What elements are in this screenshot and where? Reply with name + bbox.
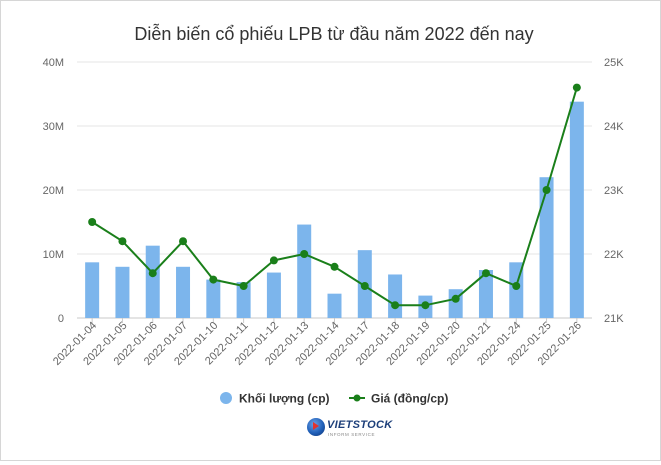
price-point [300, 250, 309, 258]
legend-volume-label: Khối lượng (cp) [239, 392, 330, 406]
volume-bar [206, 279, 221, 318]
price-point [209, 275, 218, 284]
gridlines [77, 61, 592, 319]
y-right-tick-label: 23K [604, 185, 624, 197]
price-point [451, 294, 460, 303]
price-point [542, 186, 551, 194]
price-point [391, 301, 400, 310]
price-point [572, 83, 581, 92]
vietstock-logo: VIETSTOCK INFORM SERVICE [307, 415, 397, 443]
volume-bar [176, 266, 191, 318]
volume-bar [115, 266, 130, 318]
price-line-path [91, 87, 578, 307]
volume-bar [327, 293, 342, 318]
volume-bar [236, 282, 251, 318]
volume-bar [539, 177, 554, 318]
y-right-tick-label: 25K [604, 57, 624, 69]
volume-bar [145, 245, 160, 318]
price-point [330, 262, 339, 271]
y-right-tick-label: 24K [604, 121, 624, 133]
y-right-tick-label: 22K [604, 249, 624, 261]
legend-volume-marker [220, 392, 232, 404]
price-point [269, 256, 278, 265]
price-point [421, 301, 430, 310]
logo-brand: VIETSTOCK [327, 419, 393, 431]
chart-title: Diễn biến cổ phiếu LPB từ đầu năm 2022 đ… [134, 23, 533, 44]
price-point [148, 269, 157, 278]
price-line [88, 83, 581, 310]
y-left-tick-label: 10M [43, 249, 64, 261]
y-left-tick-label: 40M [43, 57, 64, 69]
price-point [88, 218, 97, 226]
volume-bars [85, 101, 584, 319]
logo-tagline: INFORM SERVICE [328, 432, 376, 437]
y-left-tick-label: 0 [58, 313, 64, 325]
y-left-tick-label: 30M [43, 121, 64, 133]
globe-icon [307, 418, 325, 436]
price-point [512, 282, 521, 290]
y-left-tick-label: 20M [43, 185, 64, 197]
price-point [179, 237, 188, 246]
legend-item-volume[interactable]: Khối lượng (cp) [220, 392, 330, 406]
legend-price-label: Giá (đồng/cp) [371, 392, 448, 406]
x-axis: 2022-01-042022-01-052022-01-062022-01-07… [51, 318, 584, 368]
y-axis-right: 21K 22K 23K 24K 25K [604, 57, 624, 325]
price-point [481, 269, 490, 278]
y-axis-left: 0 10M 20M 30M 40M [43, 57, 64, 325]
legend-item-price[interactable]: Giá (đồng/cp) [349, 392, 448, 406]
price-point [118, 237, 127, 246]
volume-bar [478, 270, 493, 318]
legend: Khối lượng (cp) Giá (đồng/cp) [220, 392, 448, 406]
y-right-tick-label: 21K [604, 313, 624, 325]
volume-bar [85, 262, 100, 318]
volume-bar [297, 224, 312, 318]
price-point [239, 282, 248, 290]
price-point [360, 282, 369, 290]
volume-bar [388, 274, 403, 318]
volume-bar [266, 272, 281, 318]
volume-bar [569, 101, 584, 319]
legend-price-marker [353, 394, 361, 402]
